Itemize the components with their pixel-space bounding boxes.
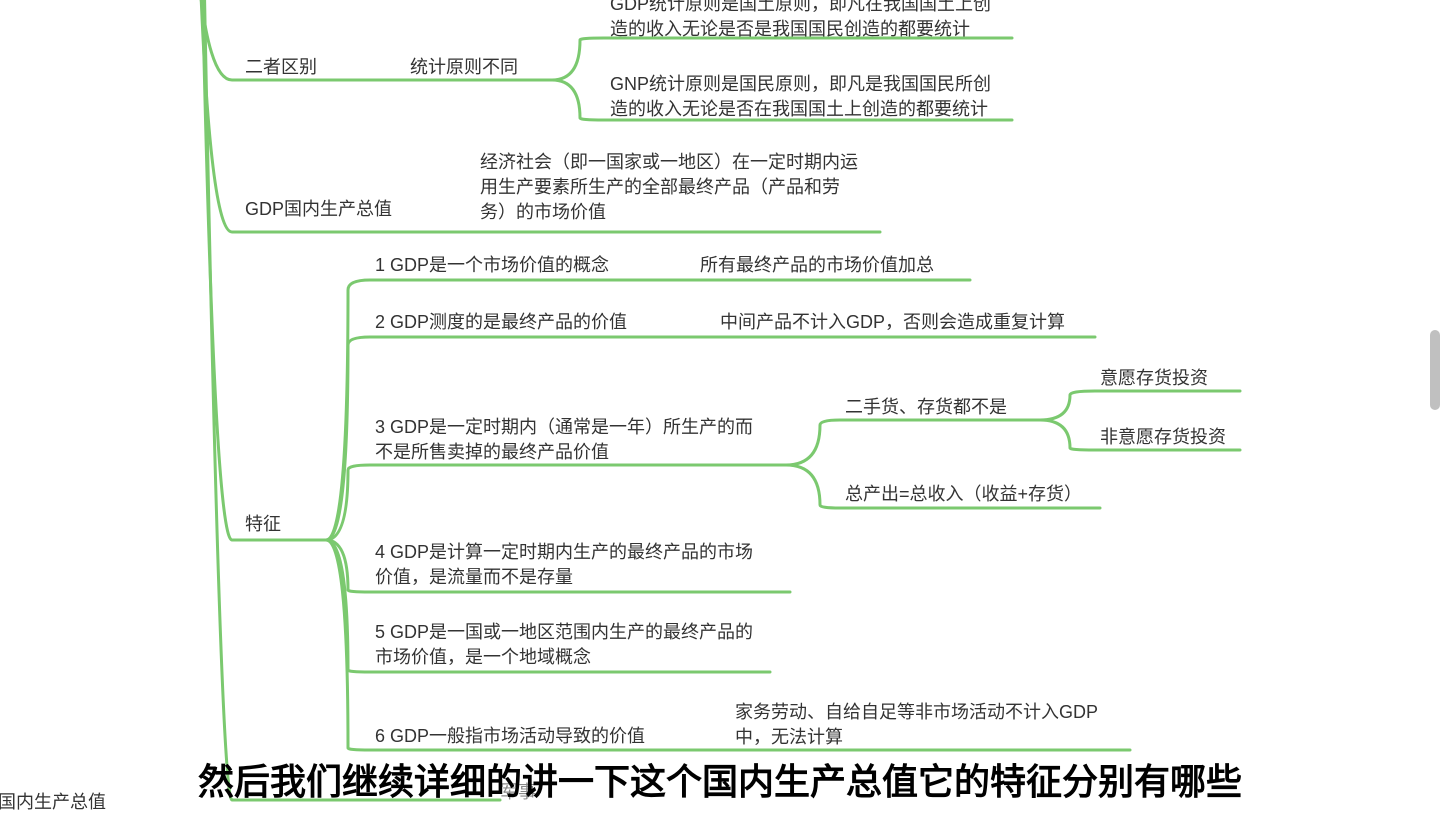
- node-f3a2[interactable]: 非意愿存货投资: [1100, 425, 1226, 450]
- node-f3a1[interactable]: 意愿存货投资: [1100, 366, 1208, 391]
- video-subtitle: 然后我们继续详细的讲一下这个国内生产总值它的特征分别有哪些: [0, 753, 1440, 805]
- node-gnp-principle[interactable]: GNP统计原则是国民原则，即凡是我国国民所创 造的收入无论是否在我国国土上创造的…: [610, 72, 991, 122]
- node-f6[interactable]: 6 GDP一般指市场活动导致的价值: [375, 724, 645, 749]
- node-f5[interactable]: 5 GDP是一国或一地区范围内生产的最终产品的 市场价值，是一个地域概念: [375, 620, 753, 670]
- node-difference[interactable]: 二者区别: [245, 55, 317, 80]
- node-gdp-def-label[interactable]: GDP国内生产总值: [245, 197, 392, 222]
- node-f1b[interactable]: 所有最终产品的市场价值加总: [700, 253, 934, 278]
- node-f3b[interactable]: 总产出=总收入（收益+存货）: [845, 482, 1082, 507]
- node-feature-label[interactable]: 特征: [245, 512, 281, 537]
- node-f2b[interactable]: 中间产品不计入GDP，否则会造成重复计算: [720, 310, 1065, 335]
- node-f3a[interactable]: 二手货、存货都不是: [845, 395, 1007, 420]
- node-gdp-principle[interactable]: GDP统计原则是国土原则，即凡在我国国土上创 造的收入无论是否是我国国民创造的都…: [610, 0, 991, 42]
- node-principle[interactable]: 统计原则不同: [410, 55, 518, 80]
- node-f2[interactable]: 2 GDP测度的是最终产品的价值: [375, 310, 627, 335]
- node-f1[interactable]: 1 GDP是一个市场价值的概念: [375, 253, 609, 278]
- scrollbar-thumb[interactable]: [1430, 330, 1440, 410]
- node-f3[interactable]: 3 GDP是一定时期内（通常是一年）所生产的而 不是所售卖掉的最终产品价值: [375, 415, 753, 465]
- node-f4[interactable]: 4 GDP是计算一定时期内生产的最终产品的市场 价值，是流量而不是存量: [375, 540, 753, 590]
- node-gdp-def[interactable]: 经济社会（即一国家或一地区）在一定时期内运 用生产要素所生产的全部最终产品（产品…: [480, 150, 858, 226]
- node-f6b[interactable]: 家务劳动、自给自足等非市场活动不计入GDP 中，无法计算: [735, 700, 1098, 750]
